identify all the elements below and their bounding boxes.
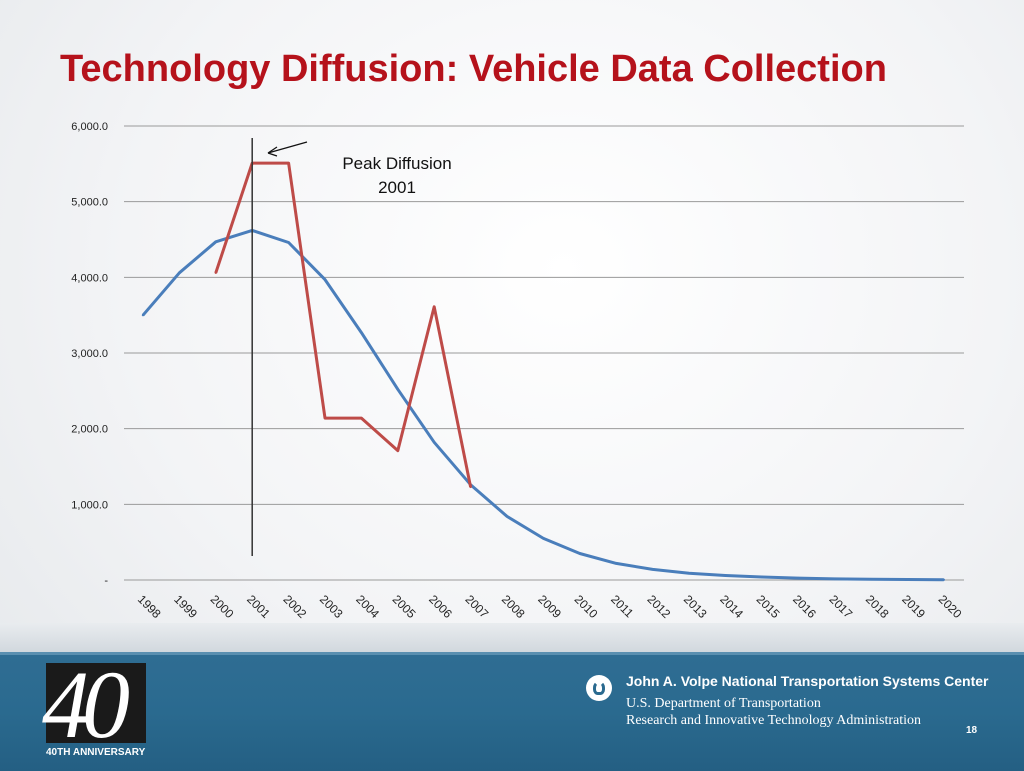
x-tick-label: 2003: [317, 592, 346, 621]
data-point: [287, 161, 290, 165]
x-tick-label: 2018: [863, 592, 892, 621]
data-point: [542, 537, 545, 540]
data-point: [396, 449, 399, 452]
department-text: U.S. Department of Transportation Resear…: [626, 695, 921, 729]
series-group: [141, 161, 945, 582]
department-line2: Research and Innovative Technology Admin…: [626, 713, 922, 728]
footer: 40 40TH ANNIVERSARY John A. Volpe Nation…: [0, 652, 1024, 771]
x-tick-label: 2009: [535, 592, 564, 621]
series-line-1: [141, 228, 944, 582]
data-point: [360, 416, 363, 420]
x-tick-label: 2004: [353, 592, 382, 621]
x-tick-label: 2016: [790, 592, 819, 621]
data-point: [433, 441, 436, 444]
x-tick-label: 1999: [171, 592, 200, 621]
x-tick-label: 2005: [390, 592, 419, 621]
y-tick-label: 3,000.0: [71, 348, 108, 360]
x-tick-label: 2007: [462, 592, 491, 621]
data-point: [360, 331, 363, 334]
data-point: [760, 575, 763, 579]
y-tick-label: 4,000.0: [71, 272, 108, 284]
y-tick-label: 2,000.0: [71, 424, 108, 436]
data-point: [906, 578, 909, 581]
x-tick-label: 2010: [572, 592, 601, 621]
footer-band: [0, 623, 1024, 655]
x-tick-label: 2019: [899, 592, 928, 621]
x-tick-label: 2001: [244, 592, 273, 621]
x-tick-label: 2000: [208, 592, 237, 621]
gridlines: [124, 125, 964, 581]
y-tick-label: 1,000.0: [71, 499, 108, 511]
data-point: [615, 562, 618, 565]
anniversary-logo-number: 40: [42, 651, 130, 758]
data-point: [433, 305, 436, 309]
x-tick-label: 2013: [681, 592, 710, 621]
dot-emblem-icon: [586, 675, 612, 701]
x-tick-label: 2002: [280, 592, 309, 621]
center-name: John A. Volpe National Transportation Sy…: [626, 673, 989, 689]
x-tick-label: 2020: [936, 592, 965, 621]
page-number: 18: [966, 725, 978, 736]
data-point: [687, 571, 691, 575]
x-tick-label: 2012: [644, 592, 673, 621]
data-point: [942, 578, 945, 581]
data-point: [724, 574, 727, 577]
data-point: [287, 241, 290, 244]
data-point: [469, 485, 472, 489]
series-line-2: [214, 161, 473, 488]
data-point: [797, 576, 800, 580]
anniversary-logo: 40 40TH ANNIVERSARY: [42, 657, 150, 763]
x-tick-label: 1998: [135, 592, 164, 621]
annotation-arrow: [267, 141, 308, 154]
data-point: [214, 271, 217, 274]
x-tick-label: 2006: [426, 592, 455, 621]
data-point: [396, 388, 399, 391]
anniversary-logo-caption: 40TH ANNIVERSARY: [46, 747, 146, 758]
y-tick-label: 6,000.0: [71, 121, 108, 133]
annotation-line1: Peak Diffusion: [342, 154, 451, 173]
line-chart: - 1,000.0 2,000.0 3,000.0 4,000.0 5,000.0 6,00…: [71, 121, 965, 621]
data-point: [651, 568, 654, 571]
data-point: [323, 416, 327, 420]
data-point: [833, 577, 836, 581]
x-tick-label: 2011: [608, 592, 636, 620]
y-axis-ticks: - 1,000.0 2,000.0 3,000.0 4,000.0 5,000.0 6,00…: [71, 121, 108, 587]
y-tick-label: -: [104, 575, 108, 587]
data-point: [869, 578, 873, 581]
data-point: [141, 313, 145, 317]
data-point: [578, 552, 581, 555]
y-tick-label: 5,000.0: [71, 197, 108, 209]
data-point: [505, 515, 509, 518]
annotation-line2: 2001: [378, 178, 416, 197]
data-point: [178, 271, 181, 274]
slide-title: Technology Diffusion: Vehicle Data Colle…: [60, 48, 887, 90]
data-point: [214, 240, 217, 243]
x-tick-label: 2008: [499, 592, 528, 621]
department-line1: U.S. Department of Transportation: [626, 696, 821, 711]
x-axis-ticks: 1998 1999 2000 2001 2002 2003 2004 2005 2006 2007…: [135, 592, 965, 621]
annotation-arrow-head: [267, 146, 278, 157]
x-tick-label: 2014: [717, 592, 746, 621]
data-point: [323, 278, 327, 281]
x-tick-label: 2017: [826, 592, 855, 621]
annotation-group: Peak Diffusion 2001: [251, 138, 452, 556]
x-tick-label: 2015: [754, 592, 783, 621]
